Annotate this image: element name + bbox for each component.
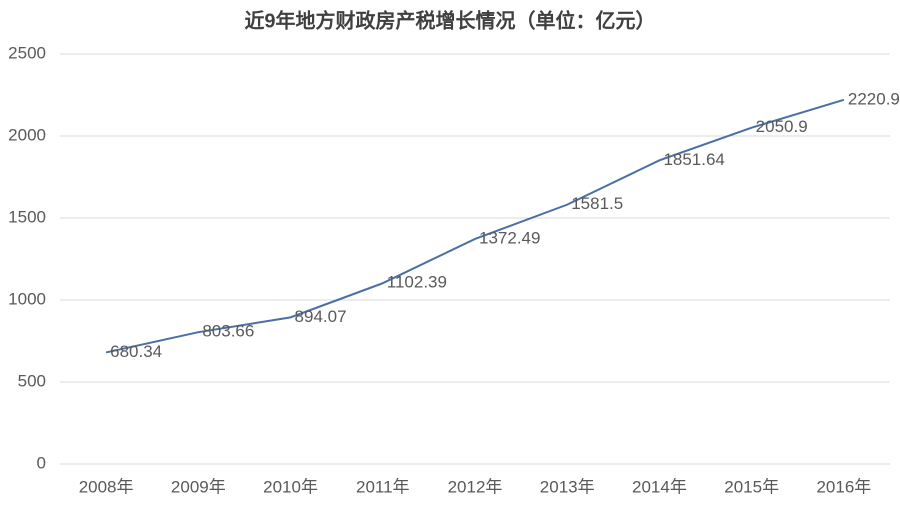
data-label: 680.34 [110, 342, 162, 361]
data-label: 803.66 [202, 322, 254, 341]
x-tick-label: 2014年 [632, 477, 687, 496]
y-tick-label: 2500 [8, 43, 46, 62]
x-tick-label: 2011年 [356, 477, 410, 496]
data-label: 2220.91 [848, 89, 900, 108]
y-tick-label: 1000 [8, 289, 46, 308]
x-tick-label: 2012年 [448, 477, 503, 496]
chart-title: 近9年地方财政房产税增长情况（单位：亿元） [244, 8, 655, 32]
data-label: 2050.9 [756, 117, 808, 136]
y-tick-label: 0 [37, 453, 46, 472]
x-tick-label: 2016年 [816, 477, 871, 496]
data-label: 1372.49 [479, 228, 540, 247]
data-line [105, 98, 845, 354]
data-label: 1102.39 [387, 273, 447, 292]
data-label: 894.07 [295, 307, 347, 326]
y-tick-label: 500 [18, 371, 46, 390]
x-tick-label: 2010年 [263, 477, 318, 496]
x-tick-label: 2009年 [171, 477, 226, 496]
x-tick-label: 2015年 [724, 477, 779, 496]
data-label: 1581.5 [571, 194, 623, 213]
y-tick-label: 2000 [8, 125, 46, 144]
data-label: 1851.64 [663, 150, 724, 169]
x-tick-label: 2008年 [79, 477, 134, 496]
x-tick-label: 2013年 [540, 477, 595, 496]
y-tick-label: 1500 [8, 207, 46, 226]
